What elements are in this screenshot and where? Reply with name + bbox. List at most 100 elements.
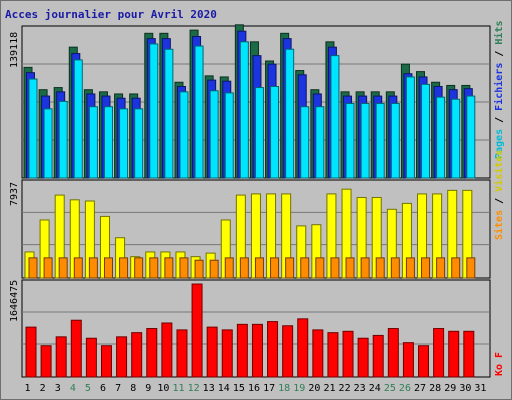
bar-pages-day-20	[315, 106, 325, 179]
x-tick-label-27: 27	[414, 383, 427, 394]
x-tick-label-30: 30	[459, 383, 472, 394]
bar-sites-day-28	[436, 257, 446, 279]
bar-pages-day-2	[43, 108, 53, 179]
x-tick-label-26: 26	[398, 383, 411, 394]
bar-sites-day-23	[360, 257, 370, 279]
bar-sites-day-2	[43, 257, 53, 279]
bar-pages-day-28	[436, 96, 446, 179]
bar-pages-day-10	[164, 48, 174, 179]
bar-ko-day-22	[342, 330, 354, 378]
bar-pages-day-17	[270, 86, 280, 179]
x-tick-label-4: 4	[69, 383, 76, 394]
bar-ko-day-13	[206, 326, 218, 378]
bar-pages-day-11	[179, 91, 189, 179]
x-tick-label-28: 28	[429, 383, 442, 394]
bar-sites-day-10	[164, 257, 174, 279]
bar-sites-day-22	[345, 257, 355, 279]
bar-sites-day-26	[405, 257, 415, 279]
bar-pages-day-6	[103, 106, 113, 179]
bar-pages-day-7	[119, 108, 129, 179]
bar-ko-day-28	[433, 328, 445, 378]
rl-mid-part-1: /	[494, 191, 505, 210]
bar-pages-day-9	[149, 43, 159, 179]
x-tick-label-22: 22	[338, 383, 351, 394]
bar-sites-day-30	[466, 257, 476, 279]
bar-pages-day-3	[58, 100, 68, 179]
bar-ko-day-24	[372, 334, 384, 378]
bar-sites-day-18	[285, 257, 295, 279]
x-tick-label-29: 29	[444, 383, 457, 394]
x-tick-label-24: 24	[368, 383, 381, 394]
rl-mid-part-2: Visites	[494, 149, 505, 192]
bar-ko-day-20	[312, 329, 324, 378]
x-tick-label-19: 19	[293, 383, 306, 394]
rl-top-part-4: Hits	[494, 20, 505, 45]
bar-pages-day-13	[209, 90, 219, 179]
bar-pages-day-19	[300, 106, 310, 179]
x-tick-label-8: 8	[130, 383, 137, 394]
rl-top-part-2: Fichiers	[494, 62, 505, 111]
bar-ko-day-9	[146, 328, 158, 378]
bar-ko-day-12	[191, 283, 203, 378]
x-tick-label-6: 6	[100, 383, 107, 394]
bar-ko-day-27	[418, 345, 430, 378]
bar-sites-day-4	[73, 257, 83, 279]
legend-bottom-right: Ko F	[494, 352, 505, 376]
bar-ko-day-6	[100, 345, 112, 378]
bar-sites-day-29	[451, 257, 461, 279]
bar-ko-day-11	[176, 329, 188, 378]
bar-pages-day-15	[239, 41, 249, 179]
bar-ko-day-15	[236, 323, 248, 378]
bar-sites-day-1	[28, 257, 38, 279]
legend-top-right: Pages / Fichiers / Hits	[494, 21, 505, 160]
bar-sites-day-6	[103, 257, 113, 279]
rl-top-part-3: /	[494, 44, 505, 63]
chart-title: Acces journalier pour Avril 2020	[5, 8, 217, 21]
bar-sites-day-17	[270, 257, 280, 279]
bar-pages-day-26	[405, 76, 415, 179]
x-tick-label-3: 3	[54, 383, 61, 394]
bar-ko-day-26	[402, 342, 414, 378]
bar-pages-day-16	[254, 87, 264, 179]
bar-sites-day-19	[300, 257, 310, 279]
x-tick-label-10: 10	[157, 383, 170, 394]
x-tick-label-14: 14	[217, 383, 230, 394]
x-tick-label-1: 1	[24, 383, 31, 394]
bar-sites-day-7	[119, 257, 129, 279]
bar-pages-day-22	[345, 103, 355, 179]
x-tick-label-31: 31	[474, 383, 487, 394]
bar-sites-day-11	[179, 257, 189, 279]
bar-sites-day-25	[390, 257, 400, 279]
x-tick-label-9: 9	[145, 383, 152, 394]
bar-pages-day-29	[451, 98, 461, 179]
x-tick-label-7: 7	[115, 383, 122, 394]
rl-bot-part-0: Ko F	[494, 351, 505, 376]
bar-ko-day-14	[221, 329, 233, 378]
bar-ko-day-19	[297, 318, 309, 378]
bar-sites-day-20	[315, 257, 325, 279]
bar-sites-day-12	[194, 259, 204, 279]
bar-ko-day-7	[116, 336, 128, 378]
x-tick-label-11: 11	[172, 383, 185, 394]
rl-mid-part-0: Sites	[494, 209, 505, 240]
x-tick-label-15: 15	[232, 383, 245, 394]
bar-ko-day-29	[448, 330, 460, 378]
legend-middle-right: Sites / Visites	[494, 150, 505, 240]
x-tick-label-12: 12	[187, 383, 200, 394]
bar-sites-day-24	[375, 257, 385, 279]
bar-pages-day-1	[28, 78, 38, 179]
bar-ko-day-5	[85, 337, 97, 378]
bar-ko-day-2	[40, 345, 52, 378]
bar-pages-day-14	[224, 92, 234, 179]
bar-sites-day-27	[421, 257, 431, 279]
panel-hits-ymax-label: 139118	[9, 31, 20, 68]
bar-ko-day-25	[387, 328, 399, 378]
bar-sites-day-3	[58, 257, 68, 279]
bar-pages-day-25	[390, 103, 400, 179]
bar-sites-day-8	[134, 257, 144, 279]
panel-ko-ymax-label: 1646475	[9, 279, 20, 322]
bar-sites-day-15	[239, 257, 249, 279]
x-tick-label-18: 18	[278, 383, 291, 394]
bar-sites-day-13	[209, 259, 219, 279]
